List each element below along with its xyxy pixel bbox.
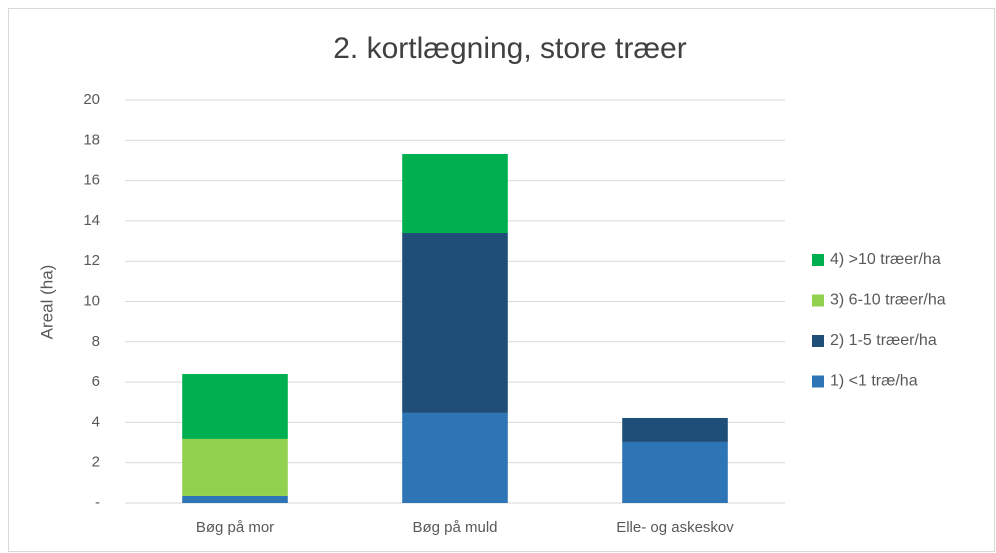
y-tick-label: 10: [83, 292, 100, 309]
legend-swatch: [812, 335, 824, 347]
x-tick-label: Bøg på mor: [196, 519, 274, 536]
legend-label: 3) 6-10 træer/ha: [830, 292, 946, 309]
y-tick-label: 16: [83, 172, 100, 189]
chart-title: 2. kortlægning, store træer: [333, 32, 686, 65]
legend-label: 1) <1 træ/ha: [830, 373, 918, 390]
bar-segment: [182, 438, 288, 496]
bar-segment: [622, 441, 728, 503]
y-tick-label: 18: [83, 131, 100, 148]
bar-segment: [622, 417, 728, 442]
legend-label: 4) >10 træer/ha: [830, 251, 941, 268]
x-tick-label: Bøg på muld: [412, 519, 497, 536]
y-tick-label: 20: [83, 91, 100, 108]
bar-segment: [402, 412, 508, 503]
legend-swatch: [812, 294, 824, 307]
bar-segment: [402, 232, 508, 413]
x-tick-label: Elle- og askeskov: [616, 519, 734, 536]
bar-segment: [402, 154, 508, 233]
bar-segment: [182, 495, 288, 503]
y-axis-label: Areal (ha): [37, 265, 56, 340]
y-tick-label: 12: [83, 252, 100, 269]
y-tick-label: 8: [92, 333, 100, 350]
legend-swatch: [812, 254, 824, 266]
legend-swatch: [812, 375, 824, 388]
y-tick-label: 4: [92, 413, 100, 430]
y-tick-label: 2: [92, 454, 100, 471]
bar-segment: [182, 374, 288, 439]
y-tick-label: 6: [92, 373, 100, 390]
legend-label: 2) 1-5 træer/ha: [830, 332, 937, 349]
y-tick-label: 14: [83, 212, 100, 229]
y-tick-label: -: [95, 494, 100, 511]
